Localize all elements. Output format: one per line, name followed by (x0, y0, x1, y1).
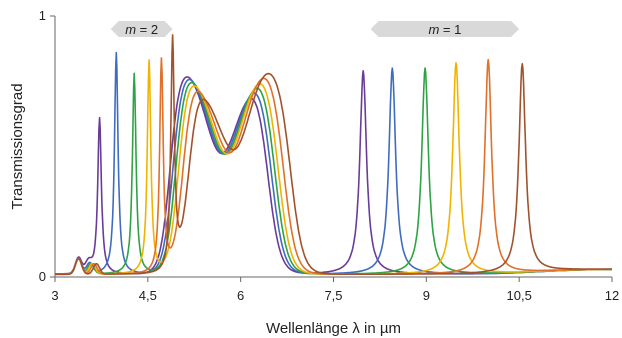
order-arrow (370, 21, 520, 38)
order-symbol: m (428, 22, 439, 37)
x-tick-label: 9 (423, 288, 430, 303)
order-label: m = 2 (125, 22, 158, 37)
series-lines (54, 34, 613, 276)
x-tick-label: 12 (605, 288, 619, 303)
order-label: m = 1 (428, 22, 461, 37)
x-ticks: 3 4,5 6 7,5 9 10,5 12 (51, 277, 619, 303)
order-symbol: m (125, 22, 136, 37)
x-tick-label: 6 (237, 288, 244, 303)
series-line-3 (54, 67, 613, 275)
x-tick-label: 4,5 (139, 288, 157, 303)
series-line-6 (54, 34, 613, 276)
order-value: = 1 (439, 22, 461, 37)
y-tick-label: 0 (39, 269, 46, 284)
y-tick-label: 1 (39, 8, 46, 23)
y-ticks: 01 (39, 8, 55, 284)
x-tick-label: 7,5 (324, 288, 342, 303)
x-tick-label: 10,5 (507, 288, 532, 303)
order-arrow (110, 21, 173, 38)
x-axis-title: Wellenlänge λ in µm (266, 320, 401, 337)
order-value: = 2 (136, 22, 158, 37)
series-line-1 (54, 70, 613, 275)
y-axis-title: Transmissionsgrad (9, 83, 26, 209)
x-tick-label: 3 (51, 288, 58, 303)
